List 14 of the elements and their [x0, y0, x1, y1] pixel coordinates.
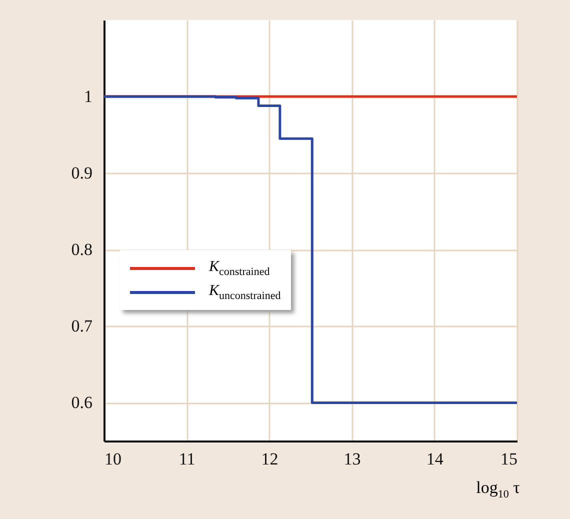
x-axis-title: log$_{10}$ τ — [476, 478, 520, 500]
y-tick-label: 0.7 — [71, 316, 93, 336]
y-tick-label: 0.8 — [71, 240, 92, 260]
legend-label: K$_{constrained}$ — [209, 258, 270, 278]
x-tick-label: 13 — [344, 450, 361, 468]
x-tick-label: 11 — [178, 450, 196, 468]
x-tick-label: 10 — [104, 450, 122, 468]
x-tick-label: 14 — [426, 450, 444, 468]
x-tick-label: 12 — [261, 450, 278, 468]
y-tick-label: 0.9 — [71, 164, 92, 183]
x-tick-label: 15 — [500, 450, 518, 468]
y-tick-label: 0.6 — [71, 393, 92, 412]
legend-label: K$_{unconstrained}$ — [209, 282, 281, 302]
y-tick-label: 1 — [84, 87, 92, 106]
